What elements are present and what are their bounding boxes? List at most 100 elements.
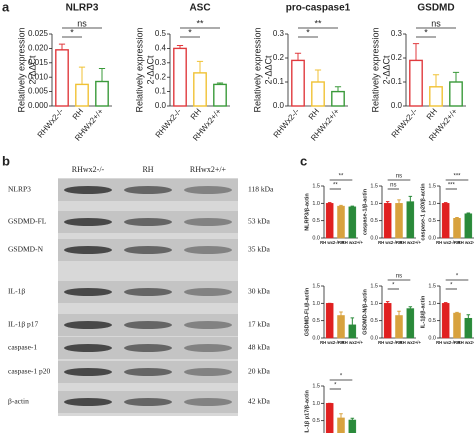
bar <box>193 72 207 107</box>
blot-band <box>124 321 172 329</box>
blot-band <box>64 321 112 329</box>
x-tick-label: RH wx2+/+ <box>400 240 422 245</box>
blot-band <box>124 246 172 254</box>
error-bar <box>385 301 390 304</box>
blot-band <box>184 246 232 254</box>
y-axis-label: GSDMD-FL/β-actin <box>304 287 310 336</box>
error-bar <box>385 201 390 204</box>
significance-label: * <box>424 27 428 37</box>
x-tick-label: RH <box>338 240 344 245</box>
significance-label: ns <box>77 18 87 28</box>
error-bar <box>466 314 471 319</box>
blot-band <box>184 321 232 329</box>
y-tick-label: 1.5 <box>312 383 320 389</box>
y-axis-label: Relatively expression <box>16 27 26 112</box>
y-tick-label: 1.5 <box>428 283 436 289</box>
x-tick-label: RH wx2-/- <box>436 240 456 245</box>
panel-label: c <box>300 153 307 168</box>
blot-band <box>124 368 172 376</box>
error-bar <box>339 311 343 316</box>
blot-band <box>184 344 232 352</box>
y-tick-label: 0.025 <box>28 29 49 38</box>
y-tick-label: 0.015 <box>28 58 49 67</box>
lane-label: RH <box>142 165 153 174</box>
significance-label: *** <box>448 183 456 189</box>
error-bar <box>408 306 413 309</box>
size-label: 17 kDa <box>248 320 271 329</box>
bar <box>406 308 415 339</box>
panel-label: a <box>2 0 10 14</box>
x-tick-label: RH wx2+/+ <box>342 340 364 345</box>
protein-label: IL-1β p17 <box>8 320 39 329</box>
y-tick-label: 0.3 <box>155 58 167 67</box>
bar <box>441 203 450 239</box>
x-tick-label: RH <box>71 107 85 122</box>
protein-label: caspase-1 p20 <box>8 367 51 376</box>
y-tick-label: 0.0 <box>370 235 378 241</box>
y-tick-label: 0.1 <box>155 87 167 96</box>
x-tick-label: RH wx2-/- <box>320 340 340 345</box>
y-tick-label: 0.5 <box>155 29 167 38</box>
y-tick-label: 0.0 <box>312 235 320 241</box>
blot-band <box>64 186 112 194</box>
blot-band <box>184 398 232 406</box>
x-tick-label: RH <box>425 107 439 122</box>
x-tick-label: RH <box>396 340 402 345</box>
chart-title: GSDMD <box>417 3 454 14</box>
x-tick-label: RHWx2-/- <box>154 107 184 140</box>
y-tick-label: 0.1 <box>273 77 285 86</box>
significance-label: *** <box>453 174 461 180</box>
chart-title: pro-caspase1 <box>286 3 351 14</box>
y-tick-label: 1.0 <box>370 301 378 307</box>
bar <box>464 317 473 339</box>
y-tick-label: 1.5 <box>428 183 436 189</box>
y-axis-label: Relatively expression <box>252 27 262 112</box>
protein-label: β-actin <box>8 397 29 406</box>
x-tick-label: RH <box>338 340 344 345</box>
x-tick-label: RH wx2+/+ <box>458 240 474 245</box>
bar <box>95 80 109 107</box>
blot-band <box>124 218 172 226</box>
error-bar <box>176 45 184 49</box>
y-tick-label: 0.3 <box>273 29 285 38</box>
bar <box>337 315 345 339</box>
y-axis-label: Relatively expression <box>134 27 144 112</box>
y-tick-label: 0.5 <box>312 318 320 324</box>
size-label: 53 kDa <box>248 217 271 226</box>
bar <box>348 324 357 339</box>
y-axis-label: 2-ΔΔCt <box>145 55 155 85</box>
bar <box>55 49 69 107</box>
bar <box>409 59 423 107</box>
y-tick-label: 0.5 <box>428 318 436 324</box>
error-bar <box>397 199 401 204</box>
error-bar <box>443 202 448 204</box>
significance-label: ** <box>196 18 204 28</box>
size-label: 30 kDa <box>248 287 271 296</box>
bar <box>325 303 334 339</box>
error-bar <box>455 311 459 314</box>
protein-label: GSDMD-FL <box>8 217 47 226</box>
y-axis-label: 2-ΔΔCt <box>263 55 273 85</box>
y-axis-label: GSDMD-N/β-actin <box>362 288 368 334</box>
significance-label: * <box>456 274 459 280</box>
error-bar <box>455 217 459 219</box>
size-label: 118 kDa <box>248 185 274 194</box>
bar <box>325 403 334 433</box>
blot-band <box>184 186 232 194</box>
error-bar <box>196 60 204 73</box>
significance-label: ns <box>390 183 396 189</box>
protein-label: caspase-1 <box>8 343 37 352</box>
y-tick-label: 0.0 <box>370 335 378 341</box>
bar <box>441 303 450 339</box>
significance-label: ns <box>431 18 441 28</box>
bar <box>406 201 415 239</box>
error-bar <box>314 69 322 82</box>
x-tick-label: RHWx2-/- <box>36 107 66 140</box>
x-tick-label: RH <box>189 107 203 122</box>
y-axis-label: caspase-1/β-actin <box>362 188 368 235</box>
y-tick-label: 0.0 <box>273 101 285 110</box>
chart-title: ASC <box>189 3 210 14</box>
bar <box>291 59 305 107</box>
significance-label: * <box>450 283 453 289</box>
